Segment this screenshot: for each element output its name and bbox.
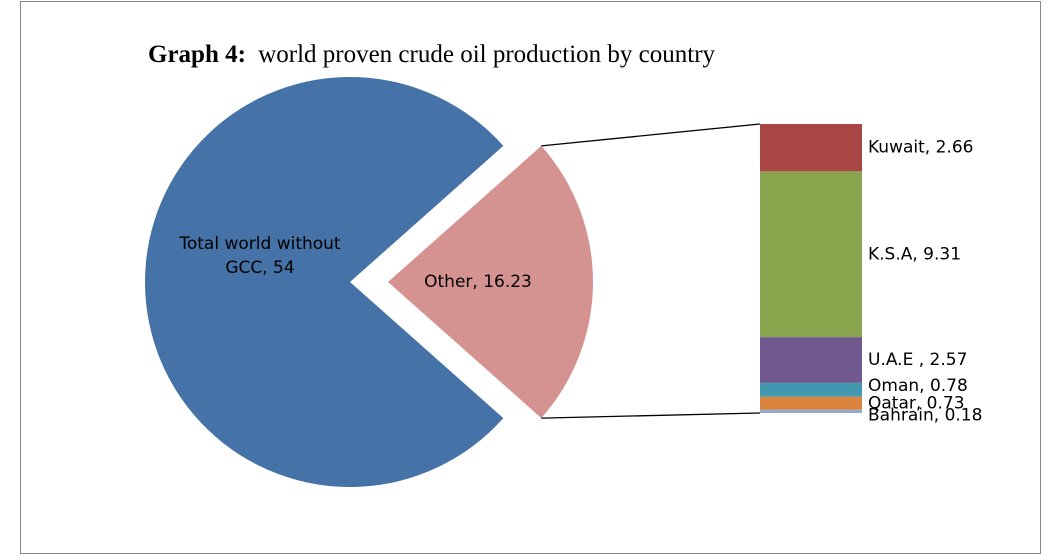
bar-segment [760,124,862,172]
connector-line [541,123,761,147]
title-prefix: Graph 4: [148,41,246,68]
chart-title: Graph 4: world proven crude oil producti… [148,41,716,68]
data-label: Other, 16.23 [424,272,532,292]
data-label: Bahrain, 0.18 [868,405,982,425]
data-label: K.S.A, 9.31 [868,244,961,264]
data-label-box: Total world without GCC, 54 [179,234,341,278]
data-label: Oman, 0.78 [868,376,968,396]
bar-segment [760,171,862,338]
pie-slice [388,145,593,419]
title-text: world proven crude oil production by cou… [258,41,715,68]
data-label: U.A.E , 2.57 [868,350,967,370]
data-label: Kuwait, 2.66 [868,138,973,158]
bar-segment [760,409,862,413]
connector-line [541,412,761,419]
bar-segment [760,396,862,410]
data-label: Qatar, 0.73 [868,393,965,413]
data-label: Total world without GCC, 54 [179,234,341,278]
pie-slice [144,77,504,488]
bar-segment [760,382,862,397]
bar-segment [760,337,862,383]
